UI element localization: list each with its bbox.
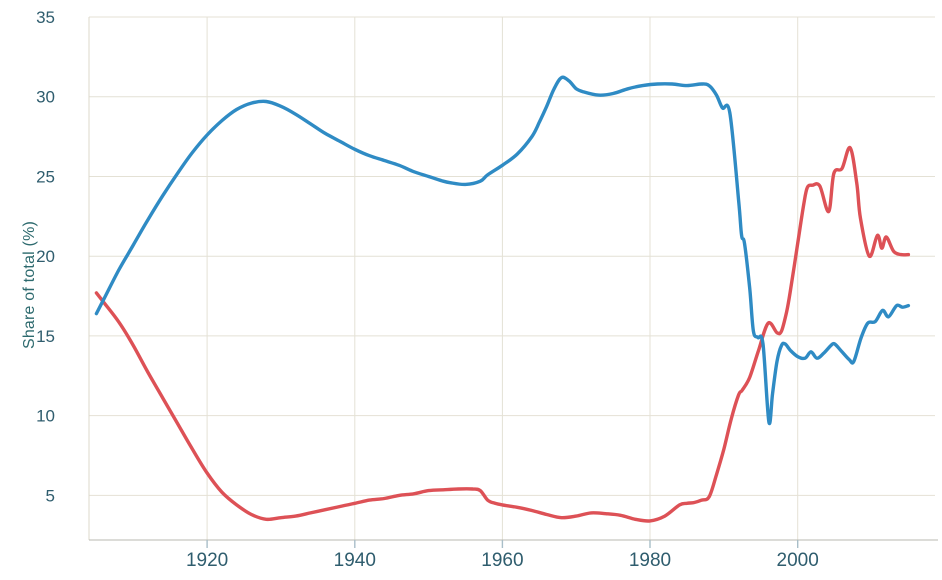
x-tick-label: 1980 <box>629 550 671 571</box>
y-tick-label: 15 <box>36 327 55 346</box>
y-tick-label: 30 <box>36 88 55 107</box>
y-tick-label: 10 <box>36 407 55 426</box>
y-tick-label: 5 <box>46 486 55 505</box>
y-tick-label: 20 <box>36 247 55 266</box>
series-line-blue-series <box>94 75 911 426</box>
x-tick-label: 1940 <box>334 550 376 571</box>
y-tick-label: 25 <box>36 168 55 187</box>
series-line-red-series <box>94 145 911 523</box>
x-tick-label: 1920 <box>186 550 228 571</box>
y-axis-title: Share of total (%) <box>21 220 38 350</box>
x-tick-label: 2000 <box>777 550 819 571</box>
y-tick-label: 35 <box>36 8 55 27</box>
x-tick-label: 1960 <box>481 550 523 571</box>
